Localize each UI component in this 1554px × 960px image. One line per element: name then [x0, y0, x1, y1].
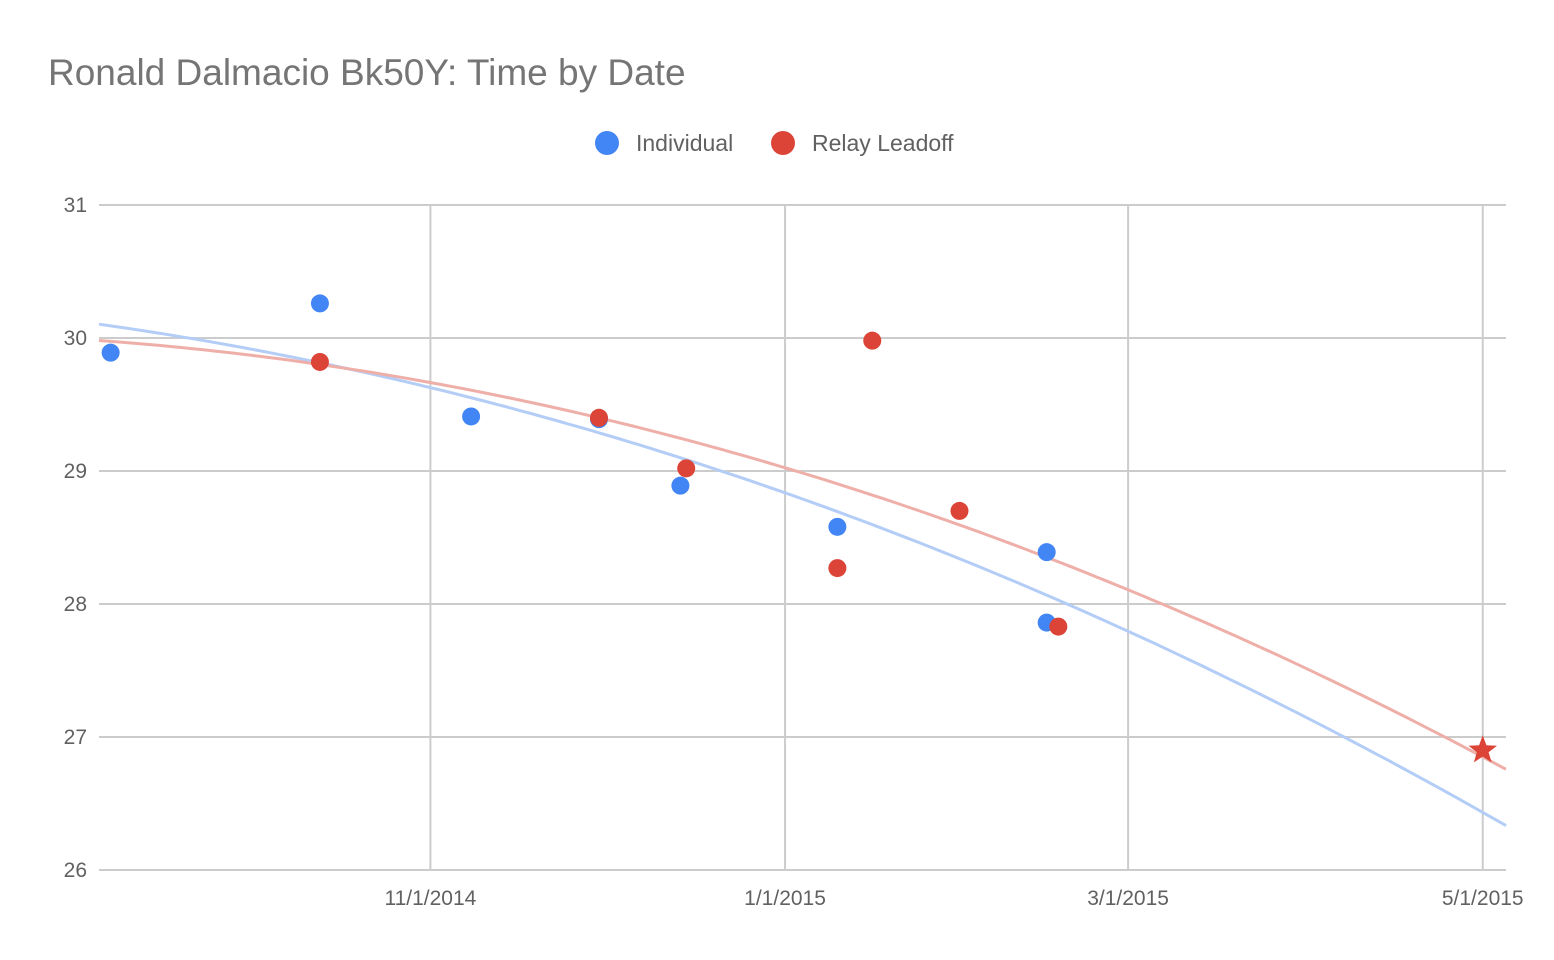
data-point: [310, 294, 329, 313]
data-point: [863, 331, 882, 350]
gridlines: [99, 204, 1506, 871]
x-tick-label: 1/1/2015: [744, 887, 826, 910]
x-tick-label: 5/1/2015: [1442, 887, 1524, 910]
legend-label: Relay Leadoff: [812, 130, 954, 156]
y-axis-ticks: 26 27 28 29 30 31: [64, 194, 87, 882]
y-tick-label: 28: [64, 593, 87, 616]
data-point: [671, 476, 690, 495]
projected-star-point: [1468, 735, 1497, 763]
data-point: [1049, 617, 1068, 636]
y-tick-label: 30: [64, 327, 87, 350]
x-axis-ticks: 11/1/2014 1/1/2015 3/1/2015 5/1/2015: [384, 887, 1523, 910]
trendline: [98, 322, 1507, 827]
data-point: [310, 352, 329, 371]
trendlines: [98, 322, 1507, 827]
y-tick-label: 29: [64, 460, 87, 483]
legend-marker: [771, 131, 795, 155]
data-points: [101, 294, 1497, 763]
data-point: [828, 559, 847, 578]
legend: Individual Relay Leadoff: [595, 130, 954, 156]
data-point: [677, 459, 696, 478]
x-tick-label: 11/1/2014: [384, 887, 476, 910]
data-point: [1037, 543, 1056, 562]
chart-title: Ronald Dalmacio Bk50Y: Time by Date: [48, 52, 686, 93]
data-point: [101, 343, 120, 362]
trendline: [98, 339, 1507, 771]
y-tick-label: 27: [64, 726, 87, 749]
data-point: [590, 408, 609, 427]
y-tick-label: 26: [64, 859, 87, 882]
legend-marker: [595, 131, 619, 155]
data-point: [950, 501, 969, 520]
y-tick-label: 31: [64, 194, 87, 217]
x-tick-label: 3/1/2015: [1087, 887, 1169, 910]
legend-label: Individual: [636, 130, 733, 156]
data-point: [828, 517, 847, 536]
data-point: [462, 407, 481, 426]
